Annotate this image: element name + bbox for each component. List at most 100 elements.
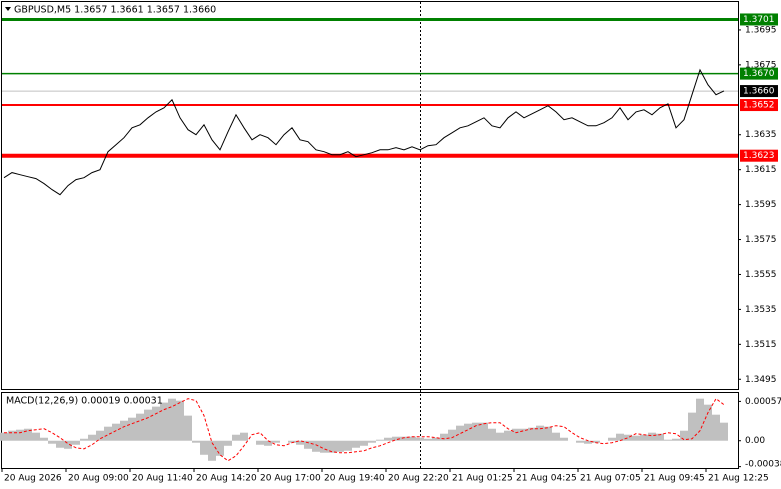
histogram-bar bbox=[368, 440, 376, 443]
histogram-bar bbox=[328, 440, 336, 453]
histogram-bar bbox=[96, 430, 104, 441]
y-tick-label: 1.3515 bbox=[745, 340, 777, 350]
signal-line bbox=[4, 397, 725, 462]
y-tick-label: 0.000577 bbox=[745, 397, 781, 407]
histogram-bar bbox=[544, 426, 552, 441]
histogram-bar bbox=[200, 440, 208, 455]
histogram-bar bbox=[104, 426, 112, 441]
histogram-bar bbox=[584, 440, 592, 444]
level-label-box bbox=[740, 13, 778, 26]
histogram-bar bbox=[472, 422, 480, 441]
level-label-box bbox=[740, 99, 778, 112]
histogram-bar bbox=[304, 440, 312, 449]
histogram-bar bbox=[40, 437, 48, 441]
histogram-bar bbox=[112, 423, 120, 441]
histogram-bar bbox=[696, 398, 704, 441]
histogram-bar bbox=[664, 439, 672, 441]
histogram-bar bbox=[296, 440, 304, 445]
histogram-bar bbox=[392, 436, 400, 441]
histogram-bar bbox=[632, 435, 640, 441]
histogram-bar bbox=[344, 440, 352, 451]
chart-title: GBPUSD,M5 1.3657 1.3661 1.3657 1.3660 bbox=[14, 5, 216, 16]
histogram-bar bbox=[688, 412, 696, 441]
histogram-bar bbox=[416, 437, 424, 441]
y-tick-label: 1.3535 bbox=[745, 305, 777, 315]
histogram-bar bbox=[576, 440, 584, 443]
histogram-bar bbox=[704, 404, 712, 441]
x-tick-label: 20 Aug 14:20 bbox=[196, 474, 257, 484]
y-tick-label: 1.3575 bbox=[745, 235, 777, 245]
histogram-bar bbox=[352, 440, 360, 448]
histogram-bar bbox=[680, 430, 688, 441]
histogram-bar bbox=[560, 437, 568, 441]
y-tick-label: 1.3555 bbox=[745, 270, 777, 280]
histogram-bar bbox=[464, 423, 472, 441]
y-tick-label: 1.3595 bbox=[745, 200, 777, 210]
histogram-bar bbox=[8, 430, 16, 441]
histogram-bar bbox=[240, 432, 248, 441]
histogram-bar bbox=[408, 436, 416, 441]
x-tick-label: 20 Aug 22:20 bbox=[388, 474, 449, 484]
current-price-box bbox=[740, 85, 778, 98]
macd-panel bbox=[1, 392, 739, 469]
histogram-bar bbox=[24, 428, 32, 441]
histogram-bar bbox=[376, 439, 384, 441]
histogram-bar bbox=[88, 434, 96, 441]
level-label: 1.3623 bbox=[743, 151, 775, 161]
histogram-bar bbox=[128, 417, 136, 441]
macd-title: MACD(12,26,9) 0.00019 0.00031 bbox=[6, 396, 163, 407]
histogram-bar bbox=[624, 434, 632, 441]
histogram-bar bbox=[656, 433, 664, 441]
histogram-bar bbox=[648, 432, 656, 441]
histogram-bar bbox=[192, 440, 200, 443]
histogram-bar bbox=[592, 440, 600, 443]
histogram-bar bbox=[120, 420, 128, 441]
histogram-bar bbox=[496, 432, 504, 441]
histogram-bar bbox=[456, 425, 464, 441]
x-tick-label: 21 Aug 12:25 bbox=[708, 474, 769, 484]
histogram-bar bbox=[288, 440, 296, 443]
histogram-bar bbox=[184, 415, 192, 441]
x-tick-label: 20 Aug 11:40 bbox=[132, 474, 193, 484]
histogram-bar bbox=[616, 433, 624, 441]
x-tick-label: 21 Aug 09:45 bbox=[644, 474, 705, 484]
y-tick-label: 1.3635 bbox=[745, 130, 777, 140]
histogram-bar bbox=[536, 425, 544, 441]
histogram-bar bbox=[144, 409, 152, 441]
level-label: 1.3652 bbox=[743, 101, 775, 111]
histogram-bar bbox=[48, 440, 56, 444]
x-tick-label: 20 Aug 2026 bbox=[4, 474, 62, 484]
y-tick-label: 1.3495 bbox=[745, 375, 777, 385]
y-tick-label: -0.00038 bbox=[745, 460, 781, 470]
histogram-bar bbox=[224, 440, 232, 446]
price-panel bbox=[1, 1, 739, 390]
histogram-bar bbox=[512, 428, 520, 441]
histogram-bar bbox=[640, 434, 648, 441]
histogram-bar bbox=[80, 438, 88, 441]
x-tick-label: 21 Aug 07:05 bbox=[580, 474, 641, 484]
histogram-bar bbox=[136, 413, 144, 441]
x-tick-label: 21 Aug 04:25 bbox=[516, 474, 577, 484]
histogram-bar bbox=[16, 429, 24, 441]
histogram-bar bbox=[232, 434, 240, 441]
price-line bbox=[3, 68, 725, 196]
histogram-bar bbox=[720, 422, 728, 441]
y-tick-label: 1.3615 bbox=[745, 165, 777, 175]
histogram-bar bbox=[608, 437, 616, 441]
histogram-bar bbox=[0, 432, 8, 441]
histogram-bar bbox=[264, 440, 272, 446]
current-price-label: 1.3660 bbox=[743, 87, 775, 97]
histogram-bar bbox=[152, 406, 160, 441]
histogram-bar bbox=[64, 440, 72, 449]
symbol-menu-arrow bbox=[5, 7, 11, 11]
histogram-bar bbox=[520, 428, 528, 441]
x-tick-label: 21 Aug 01:25 bbox=[452, 474, 513, 484]
histogram-bar bbox=[552, 432, 560, 441]
level-label-box bbox=[740, 67, 778, 80]
level-label: 1.3670 bbox=[743, 69, 775, 79]
level-label-box bbox=[740, 149, 778, 162]
histogram-bar bbox=[432, 437, 440, 441]
x-tick-label: 20 Aug 09:00 bbox=[68, 474, 129, 484]
